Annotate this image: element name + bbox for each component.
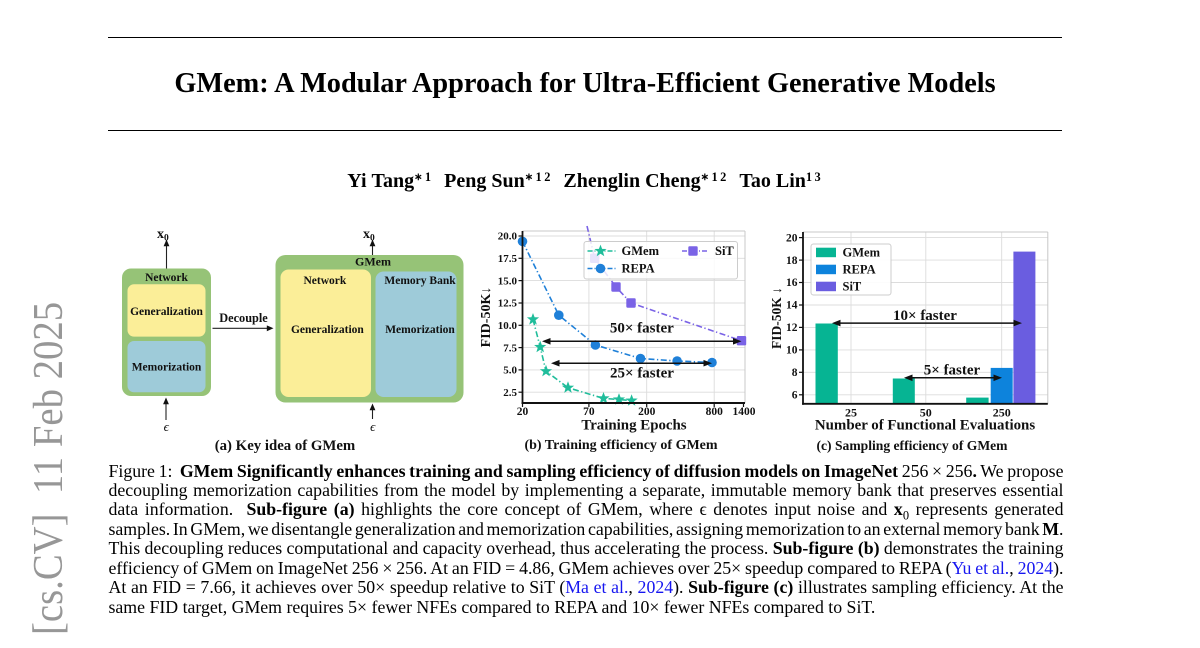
svg-text:5.0: 5.0 [503,365,517,377]
svg-text:8: 8 [792,367,798,379]
svg-text:Decouple: Decouple [219,311,268,325]
svg-text:15.0: 15.0 [498,275,518,287]
svg-text:Network: Network [145,272,188,284]
svg-text:GMem: GMem [843,246,881,260]
svg-text:GMem: GMem [355,255,391,269]
svg-text:Memorization: Memorization [385,324,455,336]
svg-text:ϵ: ϵ [164,419,170,434]
svg-text:14: 14 [786,300,798,312]
svg-text:12.5: 12.5 [498,298,518,310]
svg-text:REPA: REPA [843,263,876,277]
svg-text:16: 16 [786,277,798,289]
svg-text:25: 25 [845,406,857,420]
svg-text:x0: x0 [363,227,375,244]
svg-text:GMem: GMem [622,244,660,258]
svg-text:25× faster: 25× faster [610,366,674,382]
svg-text:1400: 1400 [733,406,756,418]
svg-text:17.5: 17.5 [498,253,518,265]
svg-text:20.0: 20.0 [498,231,518,243]
svg-text:250: 250 [993,406,1011,420]
svg-text:Memorization: Memorization [132,362,202,374]
svg-text:Network: Network [304,275,347,287]
svg-text:x0: x0 [157,227,169,244]
svg-text:20: 20 [517,406,529,418]
svg-text:Number of Functional Evaluatio: Number of Functional Evaluations [815,418,1035,434]
svg-text:20: 20 [786,232,798,244]
svg-text:200: 200 [638,406,656,418]
svg-text:18: 18 [786,255,798,267]
svg-text:REPA: REPA [622,262,655,276]
svg-text:70: 70 [583,406,595,418]
svg-text:50× faster: 50× faster [610,321,674,337]
svg-text:7.5: 7.5 [503,342,517,354]
svg-text:FID-50K↓: FID-50K↓ [480,287,494,348]
svg-text:SiT: SiT [715,244,734,258]
svg-text:10.0: 10.0 [498,320,518,332]
svg-text:10× faster: 10× faster [893,308,957,324]
svg-text:Generalization: Generalization [291,324,364,336]
svg-text:5× faster: 5× faster [924,363,981,379]
svg-text:ϵ: ϵ [370,419,376,434]
svg-text:SiT: SiT [843,280,862,294]
svg-text:10: 10 [786,345,798,357]
svg-text:12: 12 [786,322,798,334]
svg-text:800: 800 [706,406,724,418]
svg-text:Generalization: Generalization [130,306,203,318]
svg-text:50: 50 [920,406,932,420]
svg-text:Memory Bank: Memory Bank [384,275,456,287]
svg-text:Training Epochs: Training Epochs [581,418,686,434]
svg-text:FID-50K ↓: FID-50K ↓ [770,287,784,349]
svg-text:6: 6 [792,390,798,402]
svg-text:2.5: 2.5 [503,387,517,399]
